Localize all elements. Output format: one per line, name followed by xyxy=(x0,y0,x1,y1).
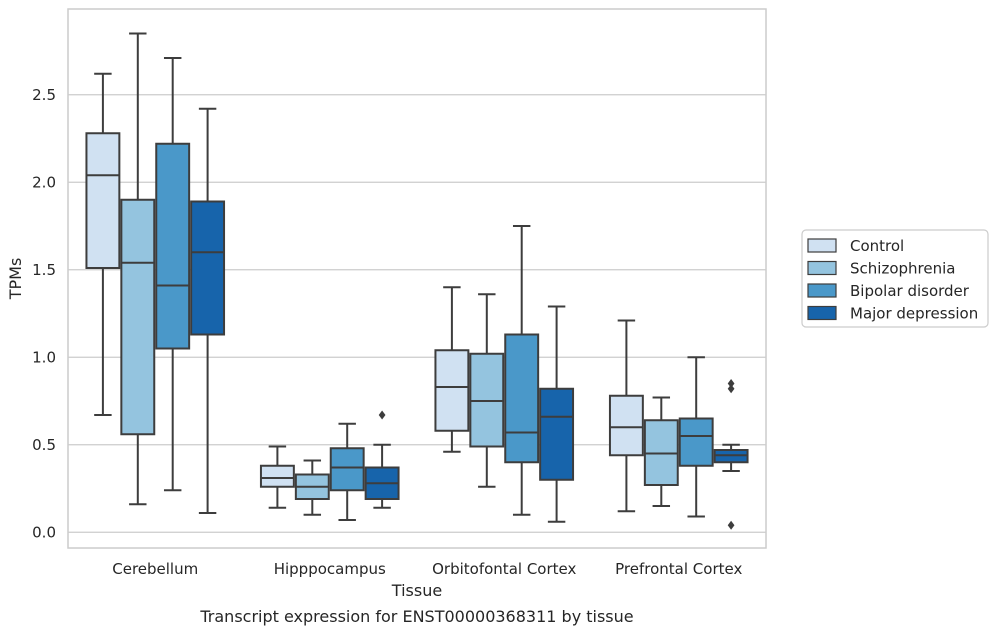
box-bipolar-disorder xyxy=(678,356,714,518)
legend-frame xyxy=(801,229,989,328)
box-control xyxy=(434,286,470,453)
x-tick-label: Prefrontal Cortex xyxy=(615,560,742,578)
legend-label: Control xyxy=(850,237,904,255)
outlier-point xyxy=(378,410,386,420)
boxes xyxy=(85,32,749,530)
legend-label: Major depression xyxy=(850,305,978,323)
box-schizophrenia xyxy=(643,396,679,507)
outlier-point xyxy=(727,520,735,530)
legend-swatch xyxy=(807,305,837,321)
iqr-box xyxy=(329,447,365,492)
iqr-box xyxy=(259,464,295,488)
y-tick-label: 1.5 xyxy=(32,261,56,279)
legend-label: Bipolar disorder xyxy=(850,282,970,300)
y-tick-label: 0.5 xyxy=(32,436,56,454)
legend-swatch xyxy=(807,238,837,253)
box-schizophrenia xyxy=(469,293,505,488)
box-schizophrenia xyxy=(294,459,330,516)
iqr-box xyxy=(608,394,644,457)
box-control xyxy=(608,319,644,513)
y-tick-label: 1.0 xyxy=(32,348,56,366)
y-tick-label: 2.5 xyxy=(32,86,56,104)
box-bipolar-disorder xyxy=(504,225,540,516)
iqr-box xyxy=(155,142,191,350)
box-schizophrenia xyxy=(120,32,156,506)
iqr-box xyxy=(504,333,540,464)
box-bipolar-disorder xyxy=(329,422,365,521)
box-major-depression xyxy=(539,305,575,523)
x-tick-label: Hipppocampus xyxy=(274,560,386,578)
x-tick-label: Cerebellum xyxy=(112,560,198,578)
box-major-depression xyxy=(190,107,226,514)
box-control xyxy=(259,445,295,509)
plot-frame xyxy=(67,8,767,549)
legend-swatch xyxy=(807,283,837,298)
outlier-point xyxy=(727,384,735,394)
x-axis-label: Tissue xyxy=(391,581,442,600)
figure-caption: Transcript expression for ENST0000036831… xyxy=(199,607,633,626)
box-control xyxy=(85,72,121,416)
x-tick-label: Orbitofontal Cortex xyxy=(432,560,576,578)
legend-swatch xyxy=(807,260,837,276)
legend: Control Schizophrenia Bipolar disorder Majo… xyxy=(801,229,989,328)
y-tick-label: 0.0 xyxy=(32,523,56,541)
y-axis-label: TPMs xyxy=(6,258,25,301)
box-major-depression xyxy=(364,410,400,509)
iqr-box xyxy=(85,132,121,269)
x-tick-labels: Cerebellum Hipppocampus Orbitofontal Corte… xyxy=(112,560,742,578)
box-bipolar-disorder xyxy=(155,57,191,492)
iqr-box xyxy=(120,198,156,436)
y-tick-labels: 0.0 0.5 1.0 1.5 2.0 2.5 xyxy=(32,86,56,542)
box-major-depression xyxy=(713,379,749,530)
outlier-point xyxy=(727,379,735,388)
iqr-box xyxy=(678,417,714,467)
y-tick-label: 2.0 xyxy=(32,173,56,191)
iqr-box xyxy=(190,200,226,336)
iqr-box xyxy=(434,349,470,432)
iqr-box xyxy=(539,387,575,481)
legend-label: Schizophrenia xyxy=(850,260,955,278)
